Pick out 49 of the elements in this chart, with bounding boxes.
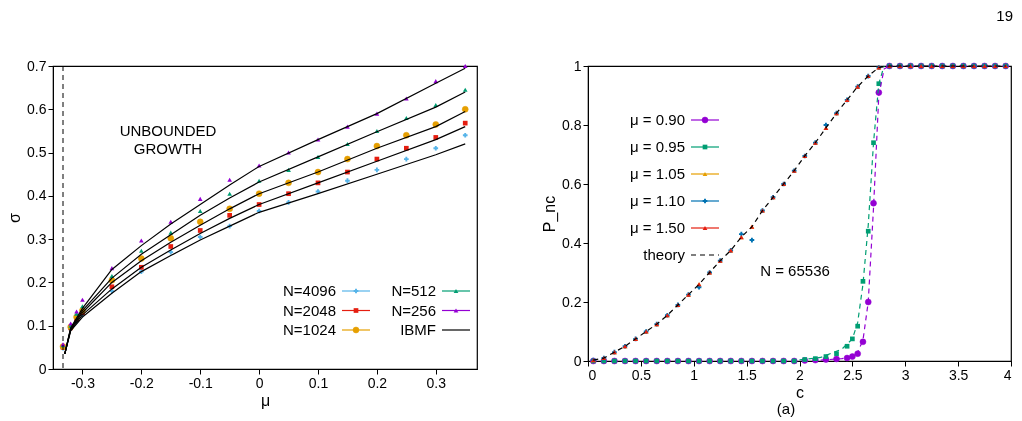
- x-axis-title: μ: [260, 391, 271, 409]
- x-tick-label: 0.5: [631, 366, 652, 383]
- x-tick-label: 0: [255, 374, 264, 391]
- x-tick-label: 0.3: [426, 374, 447, 391]
- y-tick-label: 0.2: [27, 273, 47, 290]
- y-tick-label: 0.1: [27, 317, 47, 334]
- legend-label: IBMF: [400, 321, 436, 338]
- y-axis-title: P_nc: [541, 195, 560, 233]
- x-tick-label: 4: [1003, 366, 1012, 383]
- x-tick-label: 0.1: [308, 374, 329, 391]
- x-tick-label: 3.5: [948, 366, 969, 383]
- y-tick-label: 0.3: [27, 230, 47, 247]
- x-tick-label: 0: [588, 366, 597, 383]
- legend-label: N=1024: [283, 321, 336, 338]
- y-tick-label: 1: [573, 57, 582, 74]
- y-axis-title: σ: [6, 212, 24, 223]
- x-tick-label: -0.3: [70, 374, 96, 391]
- y-tick-label: 0.2: [562, 293, 582, 310]
- legend-label: μ = 1.05: [630, 165, 685, 182]
- annotation: UNBOUNDED GROWTH: [119, 122, 217, 157]
- x-tick-label: 0.2: [367, 374, 388, 391]
- y-tick-label: 0.6: [27, 100, 47, 117]
- x-tick-label: 2.5: [843, 366, 863, 383]
- legend-label: N=4096: [283, 282, 336, 299]
- annotation: N = 65536: [760, 262, 830, 279]
- y-tick-label: 0.5: [27, 144, 47, 161]
- legend-label: μ = 0.95: [630, 138, 685, 155]
- y-tick-label: 0: [573, 352, 582, 369]
- y-tick-label: 0.4: [27, 187, 47, 204]
- x-tick-label: 3: [901, 366, 910, 383]
- y-tick-label: 0.4: [562, 234, 582, 251]
- text: (a): [776, 400, 796, 417]
- x-axis-title: c: [796, 383, 804, 401]
- x-tick-label: 1.5: [737, 366, 758, 383]
- text: 19: [996, 7, 1013, 24]
- legend-label: N=2048: [283, 301, 336, 319]
- y-tick-label: 0.6: [562, 175, 582, 192]
- legend-label: μ = 1.50: [630, 219, 685, 236]
- x-tick-label: -0.1: [188, 374, 213, 391]
- x-tick-label: 1: [690, 366, 699, 383]
- x-tick-label: -0.2: [129, 374, 155, 391]
- legend-label: μ = 0.90: [630, 111, 685, 128]
- y-tick-label: 0.7: [27, 57, 47, 74]
- y-tick-label: 0.8: [562, 116, 582, 133]
- legend-label: μ = 1.10: [630, 192, 685, 209]
- x-tick-label: 2: [796, 366, 805, 383]
- legend-label: theory: [643, 246, 686, 263]
- legend-label: N=512: [391, 282, 436, 299]
- legend-label: N=256: [391, 301, 436, 319]
